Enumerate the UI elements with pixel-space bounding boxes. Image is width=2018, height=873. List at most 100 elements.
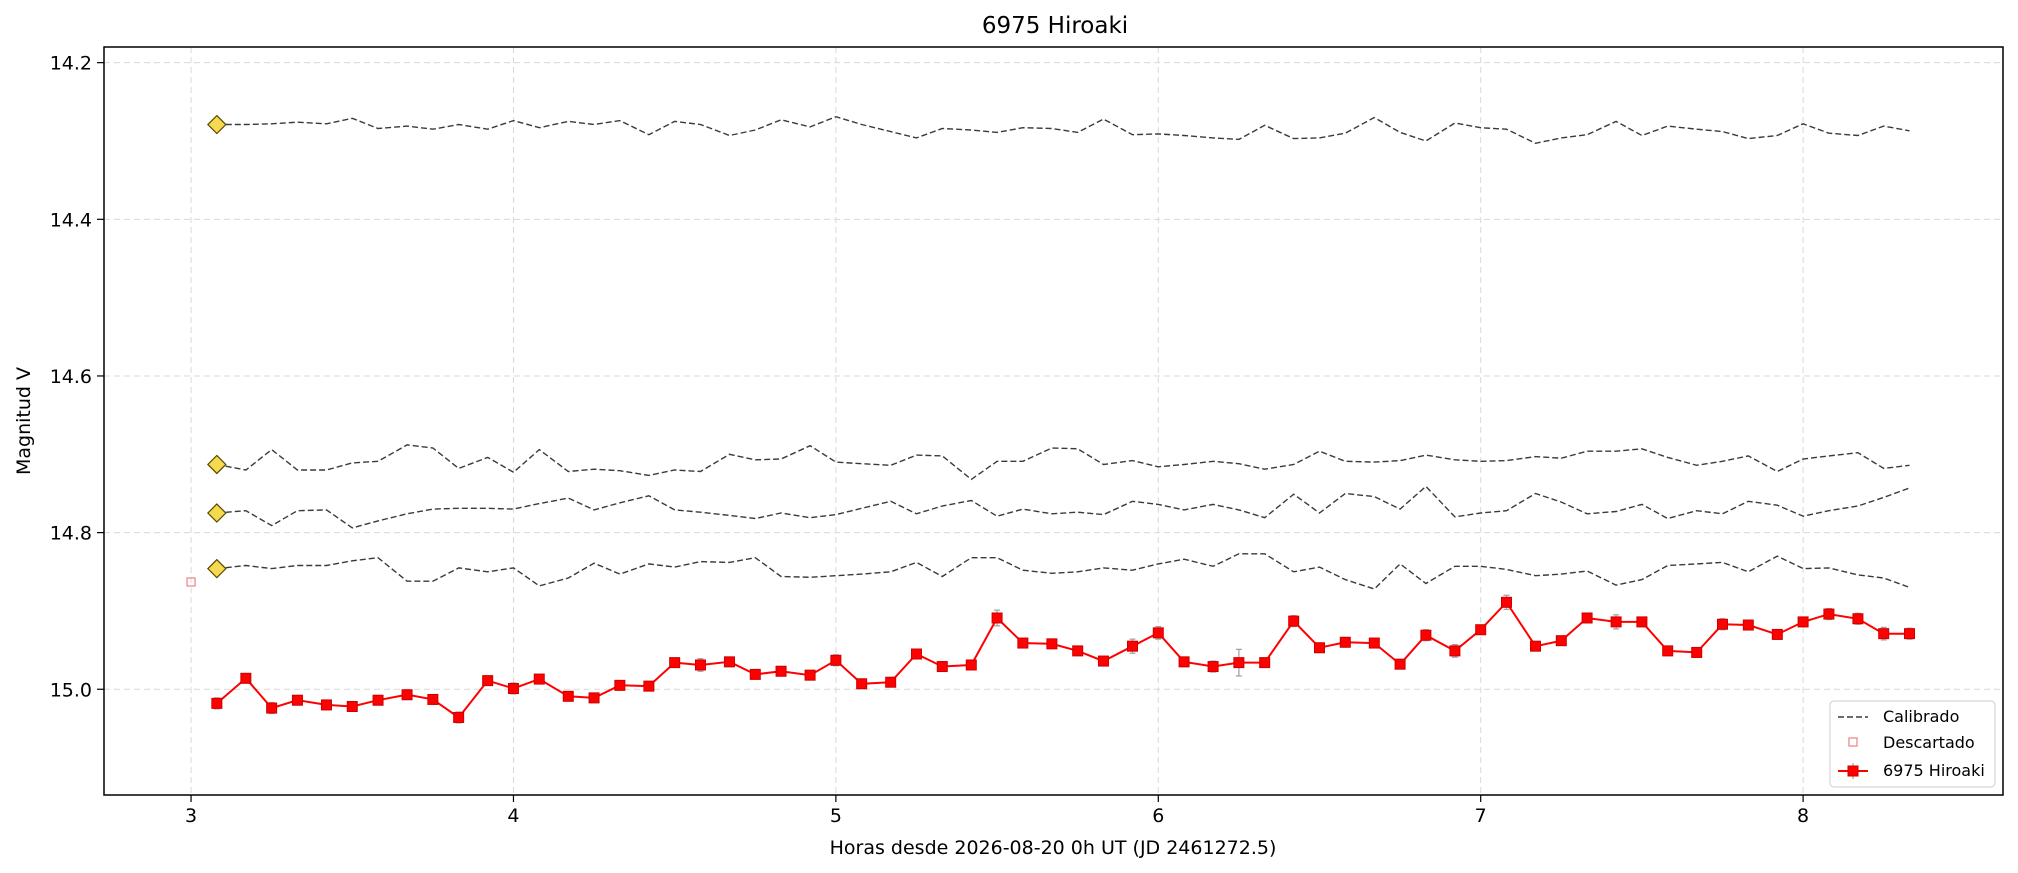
target-data-point <box>1852 613 1864 625</box>
y-tick-label: 15.0 <box>50 679 92 701</box>
x-tick-label: 7 <box>1475 805 1487 827</box>
calibrated-series-line-0 <box>216 115 1910 145</box>
legend-frame <box>1829 700 1996 788</box>
target-data-point <box>266 702 278 714</box>
legend: Calibrado Descartado 6975 Hiroaki <box>1829 700 1996 788</box>
target-data-point <box>694 659 706 671</box>
target-data-point <box>453 711 465 723</box>
target-data-point <box>885 676 897 688</box>
target-data-point <box>372 694 384 706</box>
legend-discarded-marker <box>1848 737 1858 747</box>
target-data-point <box>1072 645 1084 657</box>
target-data-point <box>1288 615 1300 627</box>
y-tick-label: 14.8 <box>50 523 92 545</box>
legend-discarded-label: Descartado <box>1883 733 1975 752</box>
target-data-point <box>1610 616 1622 628</box>
target-data-point <box>211 697 223 709</box>
target-data-point <box>1152 627 1164 639</box>
target-data-point <box>320 699 332 711</box>
target-data-point <box>1878 628 1890 640</box>
y-tick-label: 14.2 <box>50 53 92 75</box>
target-data-point <box>1046 638 1058 650</box>
legend-calibrated-label: Calibrado <box>1883 707 1959 726</box>
legend-target-marker <box>1847 765 1859 777</box>
x-tick-label: 6 <box>1152 805 1164 827</box>
target-data-point <box>1500 596 1512 608</box>
target-data-point <box>1449 645 1461 657</box>
target-data-point <box>1233 657 1245 669</box>
grid-lines <box>104 47 2003 795</box>
target-data-point <box>910 648 922 660</box>
target-data-point <box>1691 646 1703 658</box>
target-data-point <box>507 682 519 694</box>
x-tick-label: 5 <box>830 805 842 827</box>
target-data-point <box>1771 628 1783 640</box>
calibrated-series-line-1 <box>216 444 1910 481</box>
target-data-point <box>588 692 600 704</box>
target-data-point <box>856 678 868 690</box>
target-data-point <box>1097 655 1109 667</box>
x-axis-title: Horas desde 2026-08-20 0h UT (JD 2461272… <box>830 837 1277 859</box>
target-data-point <box>1313 642 1325 654</box>
target-data-point <box>775 665 787 677</box>
target-data-point <box>1394 658 1406 670</box>
target-data-point <box>1904 628 1916 640</box>
reference-star-marker <box>206 454 227 475</box>
target-data-point <box>991 612 1003 624</box>
target-data-point <box>723 656 735 668</box>
target-data-point <box>482 675 494 687</box>
target-data-point <box>965 659 977 671</box>
y-tick-label: 14.6 <box>50 366 92 388</box>
target-data-point <box>1823 608 1835 620</box>
target-data-point <box>1339 636 1351 648</box>
target-data-point <box>533 673 545 685</box>
target-data-point <box>291 694 303 706</box>
calibrated-series-line-2 <box>216 485 1910 529</box>
target-data-point <box>1017 637 1029 649</box>
target-data-point <box>1475 624 1487 636</box>
target-data-point <box>1368 637 1380 649</box>
target-data-point <box>346 700 358 712</box>
x-tick-label: 4 <box>507 805 519 827</box>
target-data-point <box>1636 616 1648 628</box>
chart-title: 6975 Hiroaki <box>982 13 1128 39</box>
target-data-point <box>427 693 439 705</box>
plot-frame <box>103 46 2004 796</box>
target-data-point <box>1207 661 1219 673</box>
x-tick-label: 8 <box>1797 805 1809 827</box>
target-data-point <box>1797 616 1809 628</box>
discarded-point <box>186 577 196 587</box>
target-data-point <box>562 690 574 702</box>
target-data-point <box>614 679 626 691</box>
target-data-point <box>1178 656 1190 668</box>
reference-star-marker <box>206 114 227 135</box>
reference-star-marker <box>206 558 227 579</box>
target-data-point <box>1420 629 1432 641</box>
target-data-point <box>1581 612 1593 624</box>
target-data-point <box>1126 640 1138 652</box>
x-tick-label: 3 <box>185 805 197 827</box>
target-data-point <box>1662 645 1674 657</box>
target-data-point <box>936 661 948 673</box>
reference-star-marker <box>206 503 227 523</box>
target-data-point <box>643 680 655 692</box>
target-series-line <box>216 600 1910 719</box>
y-tick-label: 14.4 <box>50 209 92 231</box>
target-data-point <box>1717 618 1729 630</box>
target-data-point <box>804 669 816 681</box>
target-data-point <box>1259 657 1271 669</box>
y-axis-title: Magnitud V <box>13 367 35 475</box>
axis-ticks: 3 4 5 6 7 8 14.2 14.4 14.6 14.8 15.0 <box>50 53 1809 827</box>
target-data-point <box>749 668 761 680</box>
target-data-point <box>1742 619 1754 631</box>
plot-area <box>186 114 1916 724</box>
target-data-point <box>401 689 413 701</box>
target-data-point <box>669 657 681 669</box>
target-data-point <box>1555 635 1567 647</box>
target-data-point <box>240 672 252 684</box>
target-data-point <box>830 654 842 666</box>
target-data-point <box>1530 640 1542 652</box>
calibrated-series-line-3 <box>216 553 1910 590</box>
legend-target-label: 6975 Hiroaki <box>1883 761 1985 780</box>
